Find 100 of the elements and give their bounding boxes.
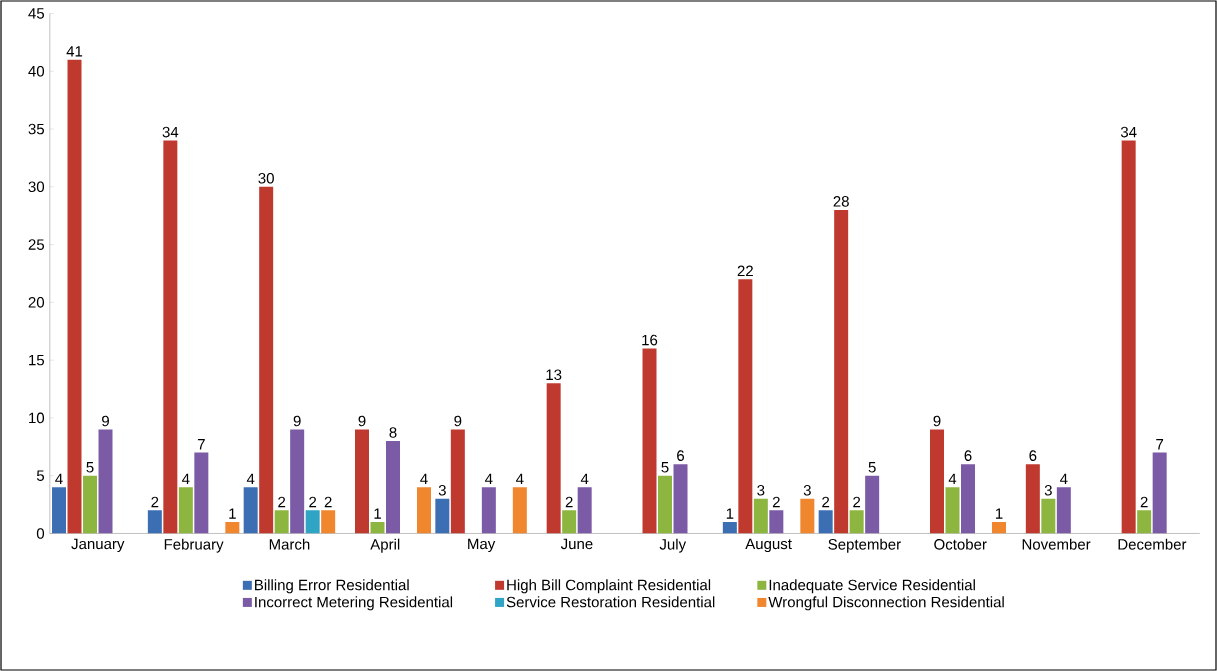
x-tick-label: June: [560, 538, 593, 550]
data-label: 4: [485, 473, 493, 485]
bar: [450, 429, 465, 534]
bar: [769, 510, 784, 534]
data-label: 2: [309, 496, 317, 508]
bar: [147, 510, 162, 534]
y-tick-label: 5: [36, 470, 45, 481]
bar: [370, 521, 385, 534]
data-label: 9: [102, 415, 109, 427]
x-tick-label: September: [828, 538, 901, 553]
data-label: 3: [803, 484, 811, 496]
y-tick-label: 30: [28, 181, 45, 193]
data-label: 2: [853, 496, 861, 508]
data-label: 30: [258, 172, 274, 184]
legend-label: Inadequate Service Residential: [769, 579, 975, 594]
x-tick-label: January: [71, 538, 125, 553]
bar: [753, 498, 768, 534]
bar: [642, 348, 657, 534]
data-label: 9: [454, 415, 462, 427]
bar: [1137, 510, 1152, 534]
data-label: 7: [1156, 439, 1164, 450]
bar: [800, 498, 815, 534]
bar: [83, 475, 98, 534]
bar: [930, 429, 944, 534]
data-label: 4: [1060, 473, 1068, 485]
data-label: 3: [1044, 484, 1052, 496]
bar: [1152, 452, 1167, 534]
bar: [722, 521, 737, 534]
data-label: 5: [661, 462, 669, 473]
bar: [321, 510, 336, 534]
bar: [305, 510, 320, 534]
data-label: 2: [822, 496, 830, 508]
data-label: 28: [833, 196, 849, 207]
bar: [818, 510, 833, 534]
x-tick-label: April: [370, 538, 400, 553]
bar: [163, 140, 178, 534]
bar: [865, 475, 880, 534]
data-label: 2: [1140, 496, 1148, 508]
data-label: 1: [726, 508, 734, 519]
bar: [274, 510, 289, 534]
data-label: 4: [580, 473, 589, 485]
legend-label: High Bill Complaint Residential: [507, 579, 711, 594]
bar: [658, 475, 672, 534]
y-tick-label: 40: [28, 65, 45, 77]
x-tick-label: August: [745, 538, 792, 553]
bar: [355, 429, 370, 534]
data-label: 34: [1120, 126, 1137, 138]
data-label: 2: [772, 496, 780, 508]
bar: [992, 521, 1006, 534]
data-label: 2: [151, 496, 159, 508]
bar: [290, 429, 305, 534]
bar: [178, 487, 193, 534]
data-label: 1: [374, 508, 381, 519]
data-label: 8: [389, 427, 397, 438]
data-label: 6: [677, 450, 685, 461]
bar: [243, 487, 258, 534]
bar: [98, 429, 113, 534]
bar: [738, 279, 753, 534]
bar: [577, 487, 592, 534]
legend-label: Billing Error Residential: [255, 579, 409, 594]
data-label: 16: [642, 334, 658, 346]
legend-label: Service Restoration Residential: [506, 596, 715, 608]
x-tick-label: October: [934, 538, 987, 550]
bar: [52, 487, 67, 534]
bar: [194, 452, 209, 534]
data-label: 41: [66, 46, 83, 57]
data-label: 13: [546, 369, 562, 381]
data-label: 3: [438, 484, 446, 496]
y-tick-label: 35: [28, 123, 45, 135]
data-label: 2: [278, 496, 286, 508]
y-tick-label: 15: [29, 354, 45, 366]
data-label: 1: [229, 508, 236, 519]
data-label: 5: [86, 462, 94, 473]
bar: [417, 487, 432, 534]
data-label: 1: [995, 508, 1003, 519]
bar: [512, 487, 527, 534]
bar: [259, 186, 274, 534]
data-label: 6: [1029, 450, 1037, 461]
data-label: 5: [868, 462, 876, 473]
bar: [546, 383, 561, 534]
y-tick-label: 10: [29, 412, 45, 424]
y-tick-label: 25: [28, 239, 45, 250]
data-label: 2: [324, 496, 332, 508]
y-tick-label: 20: [28, 297, 45, 308]
legend-label: Wrongful Disconnection Residential: [768, 596, 1004, 611]
data-label: 6: [964, 450, 972, 461]
data-label: 4: [182, 473, 190, 485]
x-tick-label: December: [1118, 538, 1187, 550]
x-tick-label: May: [468, 538, 496, 553]
data-label: 9: [358, 415, 366, 427]
x-tick-label: November: [1022, 538, 1091, 550]
data-label: 34: [162, 126, 179, 138]
bar: [1041, 498, 1056, 534]
x-tick-label: March: [269, 538, 310, 550]
data-label: 22: [737, 265, 753, 277]
data-label: 4: [948, 473, 957, 485]
y-tick-label: 45: [28, 8, 45, 19]
legend-label: Incorrect Metering Residential: [255, 596, 453, 611]
y-tick-label: 0: [36, 528, 45, 539]
bar: [1056, 487, 1071, 534]
